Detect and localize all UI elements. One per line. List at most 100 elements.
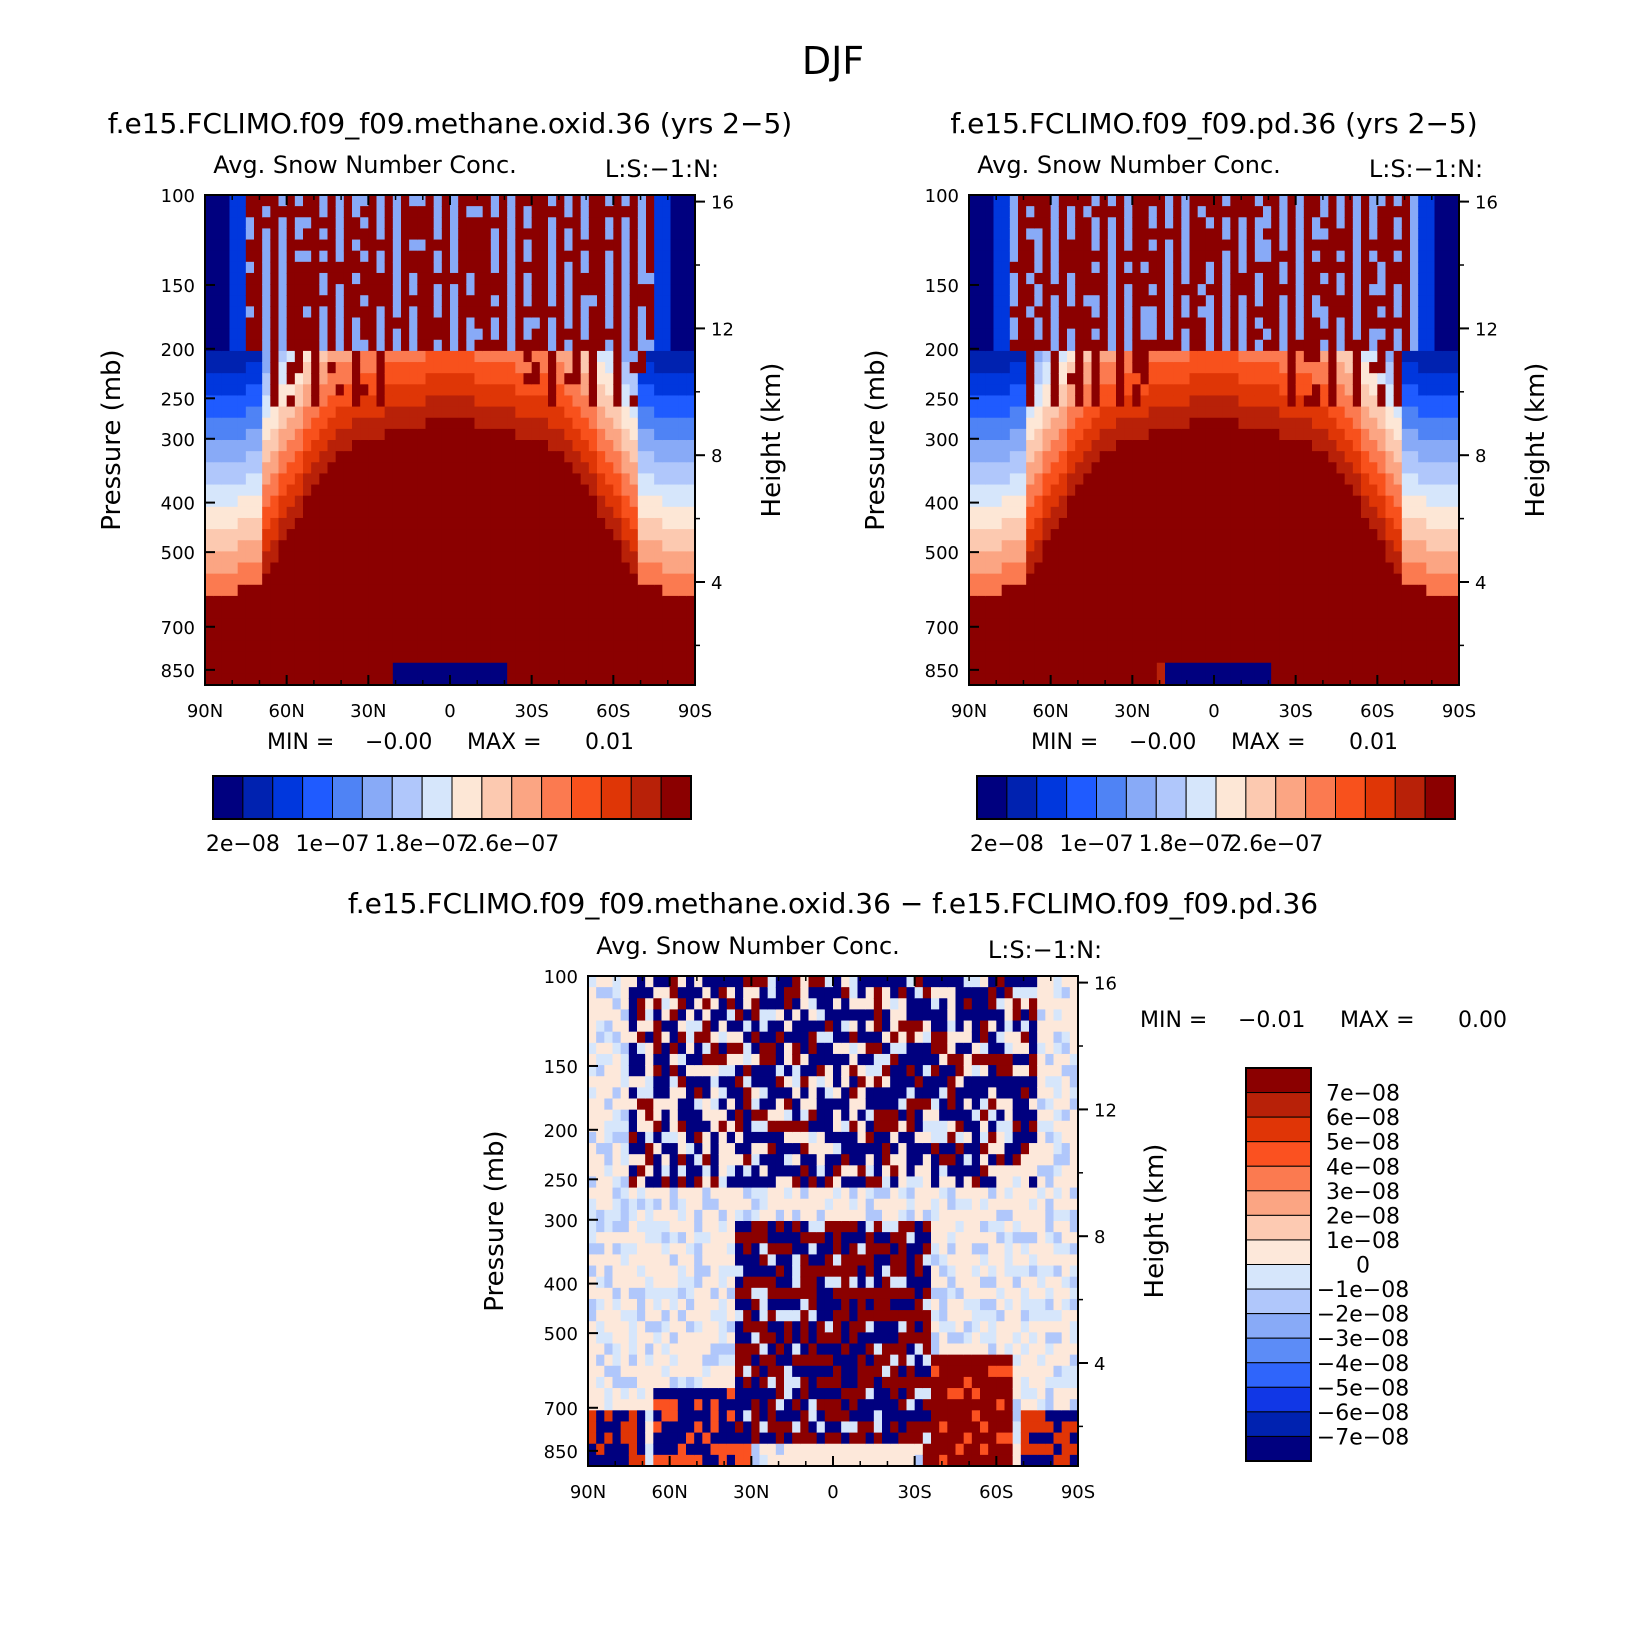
field-cell <box>646 339 655 352</box>
field-cell <box>1320 562 1329 575</box>
field-cell <box>262 551 271 564</box>
field-cell <box>1050 562 1060 575</box>
field-cell <box>646 284 655 296</box>
field-cell <box>1116 651 1125 664</box>
field-cell <box>1091 607 1101 619</box>
field-cell <box>1279 540 1289 552</box>
field-cell <box>376 651 386 664</box>
field-cell <box>1165 484 1174 497</box>
field-cell <box>556 640 565 653</box>
field-cell <box>205 395 214 408</box>
field-cell <box>977 640 986 653</box>
field-cell <box>327 551 337 564</box>
field-cell <box>433 362 443 374</box>
field-cell <box>1222 540 1231 552</box>
field-cell <box>1156 573 1166 586</box>
field-cell <box>270 506 280 519</box>
field-cell <box>1287 651 1297 664</box>
field-cell <box>1287 406 1297 419</box>
field-cell <box>1246 395 1256 408</box>
field-cell <box>1263 495 1272 508</box>
field-cell <box>1189 373 1199 385</box>
field-cell <box>205 595 214 608</box>
field-cell <box>531 584 541 597</box>
field-cell <box>319 651 329 664</box>
field-cell <box>1067 595 1076 608</box>
field-cell <box>1050 451 1060 463</box>
field-cell <box>254 506 263 519</box>
field-cell <box>580 328 590 341</box>
field-cell <box>1312 540 1321 552</box>
field-cell <box>1263 506 1272 519</box>
field-cell <box>1009 462 1019 475</box>
field-cell <box>1205 517 1215 530</box>
field-cell <box>572 540 582 552</box>
field-cell <box>221 440 231 452</box>
field-cell <box>1230 306 1240 319</box>
field-cell <box>1165 272 1174 285</box>
field-cell <box>262 272 271 285</box>
colorbar-swatch <box>451 775 483 820</box>
field-cell <box>1181 217 1191 230</box>
field-cell <box>441 462 451 475</box>
field-cell <box>977 350 986 363</box>
field-cell <box>213 629 222 642</box>
field-cell <box>1050 228 1060 241</box>
field-cell <box>523 250 533 263</box>
field-cell <box>686 473 696 486</box>
field-cell <box>1067 384 1076 397</box>
field-cell <box>556 495 565 508</box>
field-cell <box>531 495 541 508</box>
field-cell <box>1254 328 1264 341</box>
field-cell <box>319 473 329 486</box>
field-cell <box>1026 350 1035 363</box>
field-cell <box>678 473 688 486</box>
field-cell <box>368 584 378 597</box>
field-cell <box>1099 629 1109 642</box>
field-cell <box>621 551 631 564</box>
field-cell <box>1156 451 1166 463</box>
field-cell <box>352 607 361 619</box>
field-cell <box>1173 195 1182 207</box>
field-cell <box>1034 529 1044 541</box>
field-cell <box>1238 239 1248 252</box>
field-cell <box>548 384 557 397</box>
field-cell <box>1156 629 1166 642</box>
field-cell <box>1140 328 1150 341</box>
field-cell <box>1050 217 1060 230</box>
field-cell <box>613 540 623 552</box>
field-cell <box>254 384 263 397</box>
field-cell <box>417 573 427 586</box>
field-cell <box>1107 250 1117 263</box>
field-cell <box>1197 640 1207 653</box>
field-cell <box>1075 317 1084 330</box>
field-cell <box>515 607 525 619</box>
field-cell <box>1091 339 1101 352</box>
field-cell <box>1328 362 1338 374</box>
field-cell <box>482 261 492 274</box>
field-cell <box>392 306 402 319</box>
field-cell <box>254 228 263 241</box>
field-cell <box>1067 662 1076 675</box>
field-cell <box>1058 618 1068 630</box>
field-cell <box>392 540 402 552</box>
field-cell <box>670 473 680 486</box>
field-cell <box>678 506 688 519</box>
field-cell <box>1303 462 1313 475</box>
field-cell <box>417 673 427 686</box>
field-cell <box>294 350 304 363</box>
field-cell <box>1254 651 1264 664</box>
field-cell <box>1328 573 1338 586</box>
field-cell <box>597 417 606 430</box>
field-cell <box>229 529 239 541</box>
field-cell <box>1246 529 1256 541</box>
field-cell <box>629 640 639 653</box>
field-cell <box>637 428 647 441</box>
field-cell <box>977 584 986 597</box>
field-cell <box>662 640 672 653</box>
field-cell <box>1222 529 1231 541</box>
field-cell <box>319 640 329 653</box>
field-cell <box>977 339 986 352</box>
field-cell <box>1303 440 1313 452</box>
field-cell <box>1246 217 1256 230</box>
